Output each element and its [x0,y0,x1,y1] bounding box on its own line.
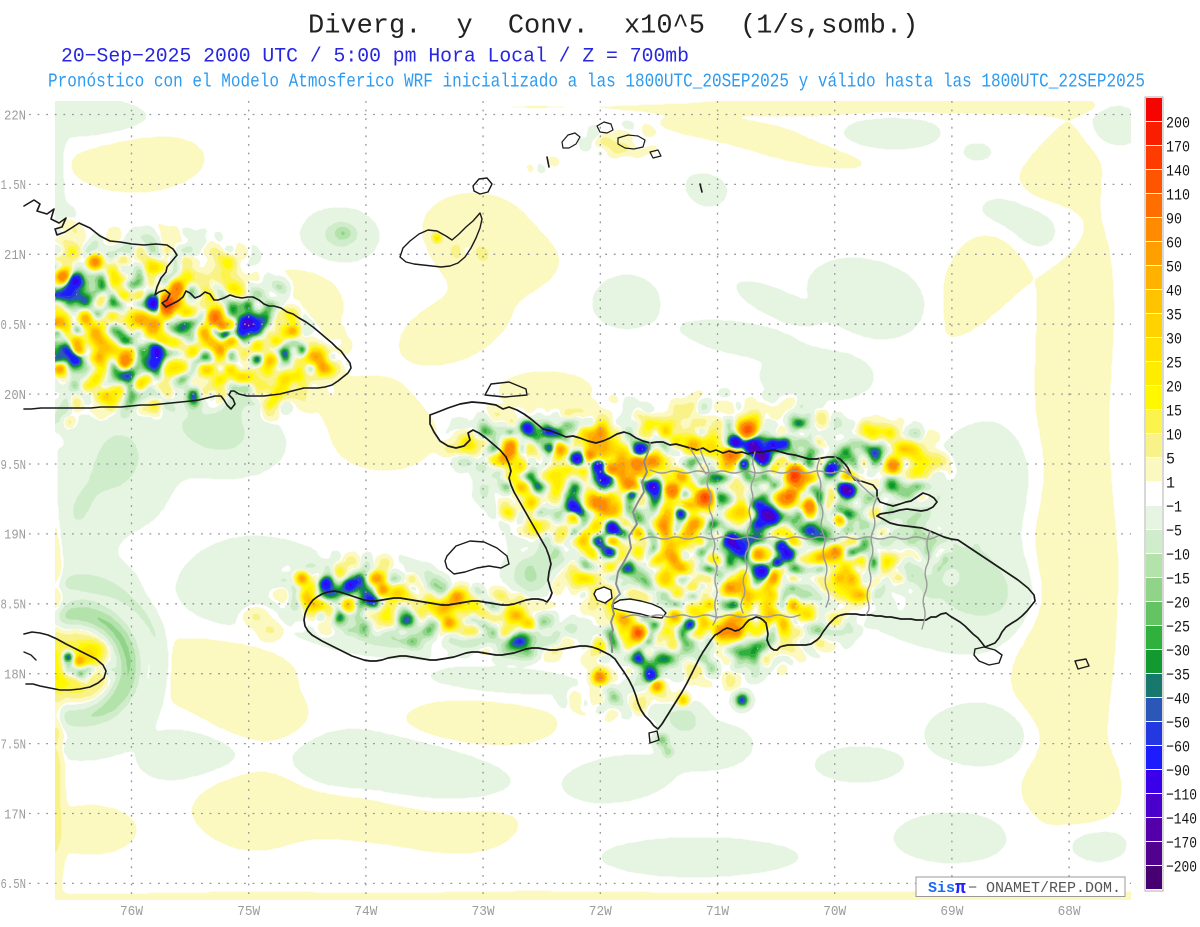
svg-text:−110: −110 [1166,787,1197,805]
svg-text:140: 140 [1166,163,1190,181]
svg-text:−30: −30 [1166,643,1190,661]
svg-text:73W: 73W [472,904,496,920]
svg-text:−25: −25 [1166,619,1190,637]
svg-text:76W: 76W [120,904,144,920]
svg-text:−200: −200 [1166,859,1197,877]
svg-text:Diverg. y Conv. x10^5 (1/s,som: Diverg. y Conv. x10^5 (1/s,somb.) [308,12,918,42]
svg-text:74W: 74W [354,904,378,920]
svg-text:− ONAMET/REP.DOM.: − ONAMET/REP.DOM. [968,880,1121,897]
svg-text:−20: −20 [1166,595,1190,613]
svg-text:−15: −15 [1166,571,1190,589]
svg-text:8.5N: 8.5N [1,598,27,614]
svg-text:22N: 22N [4,108,26,124]
svg-text:18N: 18N [4,668,26,684]
svg-text:60: 60 [1166,235,1182,253]
svg-text:75W: 75W [237,904,261,920]
svg-text:7.5N: 7.5N [1,737,27,753]
svg-text:200: 200 [1166,115,1190,133]
svg-text:40: 40 [1166,283,1182,301]
svg-text:19N: 19N [4,528,26,544]
svg-text:9.5N: 9.5N [1,458,27,474]
svg-text:170: 170 [1166,139,1190,157]
svg-text:20N: 20N [4,388,26,404]
svg-text:−35: −35 [1166,667,1190,685]
svg-text:6.5N: 6.5N [1,877,27,893]
svg-text:5: 5 [1166,451,1175,469]
svg-text:25: 25 [1166,355,1182,373]
svg-text:0.5N: 0.5N [1,318,27,334]
svg-text:−5: −5 [1166,523,1182,541]
svg-text:1.5N: 1.5N [1,178,27,194]
svg-text:−50: −50 [1166,715,1190,733]
svg-text:35: 35 [1166,307,1182,325]
svg-text:−1: −1 [1166,499,1182,517]
svg-text:15: 15 [1166,403,1182,421]
svg-text:−140: −140 [1166,811,1197,829]
svg-text:20: 20 [1166,379,1182,397]
svg-text:−40: −40 [1166,691,1190,709]
svg-text:50: 50 [1166,259,1182,277]
svg-text:π: π [955,879,966,899]
svg-text:17N: 17N [4,807,26,823]
svg-text:−170: −170 [1166,835,1197,853]
svg-text:21N: 21N [4,248,26,264]
svg-text:−10: −10 [1166,547,1190,565]
svg-text:−60: −60 [1166,739,1190,757]
svg-text:Sis: Sis [928,880,955,897]
svg-text:90: 90 [1166,211,1182,229]
svg-text:70W: 70W [823,904,847,920]
svg-text:69W: 69W [940,904,964,920]
svg-text:30: 30 [1166,331,1182,349]
svg-text:72W: 72W [589,904,613,920]
svg-text:110: 110 [1166,187,1190,205]
svg-text:68W: 68W [1058,904,1082,920]
svg-text:71W: 71W [706,904,730,920]
svg-text:Pronóstico con el Modelo Atmos: Pronóstico con el Modelo Atmosferico WRF… [48,71,1145,93]
svg-text:20−Sep−2025 2000 UTC / 5:00 p: 20−Sep−2025 2000 UTC / 5:00 pm Hora Loca… [61,46,689,69]
svg-text:−90: −90 [1166,763,1190,781]
svg-text:1: 1 [1166,475,1175,493]
svg-text:10: 10 [1166,427,1182,445]
